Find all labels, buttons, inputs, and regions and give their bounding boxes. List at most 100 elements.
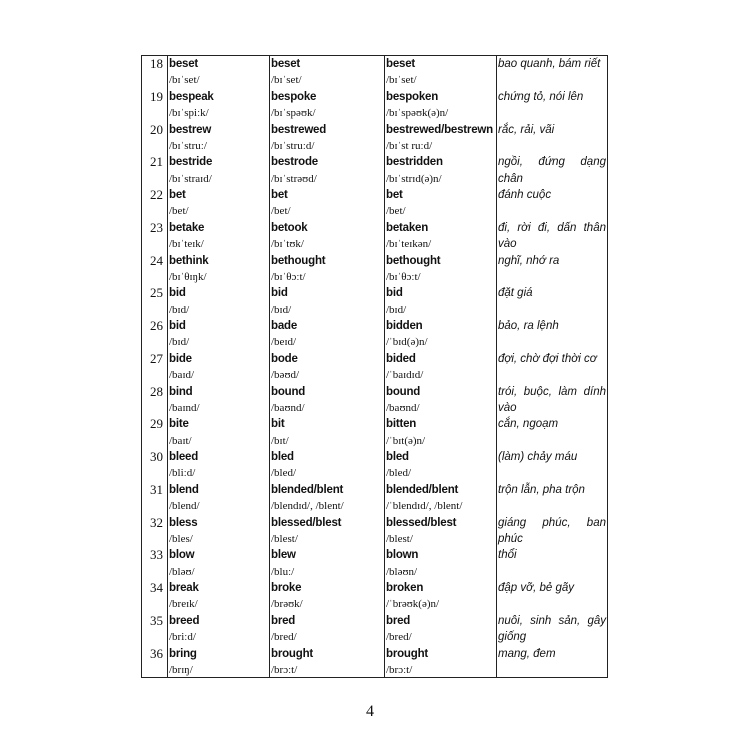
column-divider — [167, 56, 168, 677]
past-participle: brought — [386, 647, 429, 660]
base-form-ipa: /bɪˈset/ — [169, 74, 200, 87]
past-participle-cell: bided/ˈbaɪdɪd/ — [384, 351, 496, 384]
past-participle: betaken — [386, 221, 429, 234]
meaning-cell: bao quanh, bám riết — [496, 56, 607, 89]
past-participle: bespoken — [386, 90, 439, 103]
past-simple-ipa: /beɪd/ — [271, 336, 297, 349]
row-number: 23 — [150, 219, 163, 235]
past-simple-ipa: /brəʊk/ — [271, 598, 303, 611]
table-row: 31 blend/blend/blended/blent/blendɪd/, /b… — [142, 482, 607, 515]
table-row: 33 blow/bləʊ/blew/bluː/blown/bləʊn/thổi — [142, 547, 607, 580]
past-simple-cell: bestrode/bɪˈstrəʊd/ — [269, 154, 384, 187]
past-simple-cell: bet/bet/ — [269, 187, 384, 220]
base-form: bide — [169, 352, 192, 365]
past-participle: beset — [386, 58, 416, 70]
past-simple-ipa: /bluː/ — [271, 565, 295, 578]
past-participle-ipa: /bɪˈset/ — [386, 74, 417, 87]
base-form: breed — [169, 614, 200, 627]
meaning-cell: mang, đem — [496, 646, 607, 679]
base-form-ipa: /bet/ — [169, 205, 189, 218]
past-participle-ipa: /bled/ — [386, 467, 412, 480]
past-participle-ipa: /ˈbɪd(ə)n/ — [386, 336, 428, 349]
past-simple: bet — [271, 189, 288, 201]
past-simple-cell: bade/beɪd/ — [269, 318, 384, 351]
past-participle-ipa: /blest/ — [386, 532, 413, 545]
past-participle: bidden — [386, 320, 423, 332]
past-participle-cell: bound/baʊnd/ — [384, 384, 496, 417]
base-form-cell: beset/bɪˈset/ — [167, 56, 269, 89]
base-form-cell: blend/blend/ — [167, 482, 269, 515]
base-form-cell: bind/baɪnd/ — [167, 384, 269, 417]
row-number: 32 — [150, 514, 163, 530]
past-simple-ipa: /baʊnd/ — [271, 401, 305, 414]
past-simple: bled — [271, 451, 294, 463]
base-form: bring — [169, 647, 197, 660]
base-form-ipa: /blend/ — [169, 500, 200, 513]
base-form: beset — [169, 58, 199, 70]
meaning: bảo, ra lệnh — [498, 320, 559, 332]
row-number: 22 — [150, 187, 163, 202]
meaning: nuôi, sinh sản, gây giống — [498, 614, 606, 644]
base-form-ipa: /brɪŋ/ — [169, 663, 193, 676]
base-form: bind — [169, 385, 193, 398]
base-form-ipa: /bɪˈteɪk/ — [169, 238, 204, 251]
past-participle: blessed/blest — [386, 516, 457, 529]
row-number: 30 — [150, 449, 163, 464]
base-form: betake — [169, 221, 205, 234]
past-participle-ipa: /brɔːt/ — [386, 663, 413, 676]
meaning-cell: rắc, rải, vãi — [496, 122, 607, 155]
base-form-cell: bleed/bliːd/ — [167, 449, 269, 482]
meaning: trộn lẫn, pha trộn — [498, 483, 585, 496]
base-form-ipa: /baɪnd/ — [169, 401, 200, 414]
row-number: 21 — [150, 154, 163, 170]
table-row: 32 bless/bles/blessed/blest/blest/blessed… — [142, 515, 607, 548]
base-form-ipa: /bɪˈθɪŋk/ — [169, 270, 207, 283]
past-simple-ipa: /blest/ — [271, 532, 298, 545]
past-simple: betook — [271, 221, 308, 234]
row-number: 33 — [150, 547, 163, 563]
past-participle-cell: bid/bɪd/ — [384, 285, 496, 318]
past-participle: bid — [386, 287, 403, 300]
meaning-cell: trói, buộc, làm dính vào — [496, 384, 607, 417]
base-form-cell: bespeak/bɪˈspiːk/ — [167, 89, 269, 122]
past-participle-cell: bled/bled/ — [384, 449, 496, 482]
base-form-cell: bide/baɪd/ — [167, 351, 269, 384]
past-participle: bestrewed/bestrewn — [386, 123, 493, 136]
past-participle: bided — [386, 352, 416, 365]
past-participle-ipa: /bɪˈteɪkən/ — [386, 238, 432, 251]
past-participle-ipa: /bet/ — [386, 205, 406, 218]
base-form-cell: bite/baɪt/ — [167, 416, 269, 449]
past-simple: bespoke — [271, 90, 317, 103]
past-simple-ipa: /bet/ — [271, 205, 291, 218]
past-simple-cell: blew/bluː/ — [269, 547, 384, 580]
base-form-ipa: /baɪt/ — [169, 434, 192, 447]
past-participle: bitten — [386, 418, 417, 431]
meaning-cell: nuôi, sinh sản, gây giống — [496, 613, 607, 646]
meaning: rắc, rải, vãi — [498, 123, 555, 136]
past-simple: blessed/blest — [271, 516, 342, 529]
past-participle-ipa: /ˈbaɪdɪd/ — [386, 369, 424, 382]
base-form: blend — [169, 483, 199, 496]
base-form-ipa: /bliːd/ — [169, 467, 196, 480]
base-form-cell: bestride/bɪˈstraɪd/ — [167, 154, 269, 187]
column-divider — [384, 56, 385, 677]
base-form: bleed — [169, 451, 199, 463]
row-number: 24 — [150, 252, 163, 268]
base-form-ipa: /bles/ — [169, 532, 193, 545]
past-simple-cell: bound/baʊnd/ — [269, 384, 384, 417]
meaning-cell: đập vỡ, bẻ gãy — [496, 580, 607, 613]
meaning-cell: ngồi, đứng dạng chân — [496, 154, 607, 187]
meaning: chứng tỏ, nói lên — [498, 90, 584, 103]
meaning: đợi, chờ đợi thời cơ — [498, 352, 597, 365]
row-number: 35 — [150, 612, 163, 628]
meaning: cắn, ngoạm — [498, 418, 559, 431]
base-form-cell: blow/bləʊ/ — [167, 547, 269, 580]
past-simple-ipa: /brɔːt/ — [271, 663, 298, 676]
past-participle-ipa: /ˈbɪt(ə)n/ — [386, 434, 426, 447]
table-row: 27 bide/baɪd/bode/bəʊd/bided/ˈbaɪdɪd/đợi,… — [142, 351, 607, 384]
past-simple-ipa: /bred/ — [271, 631, 297, 644]
meaning: đánh cuộc — [498, 189, 552, 201]
table-row: 23 betake/bɪˈteɪk/betook/bɪˈtʊk/betaken/b… — [142, 220, 607, 253]
table-row: 35 breed/briːd/bred/bred/bred/bred/nuôi, … — [142, 613, 607, 646]
table-row: 28 bind/baɪnd/bound/baʊnd/bound/baʊnd/tró… — [142, 384, 607, 417]
